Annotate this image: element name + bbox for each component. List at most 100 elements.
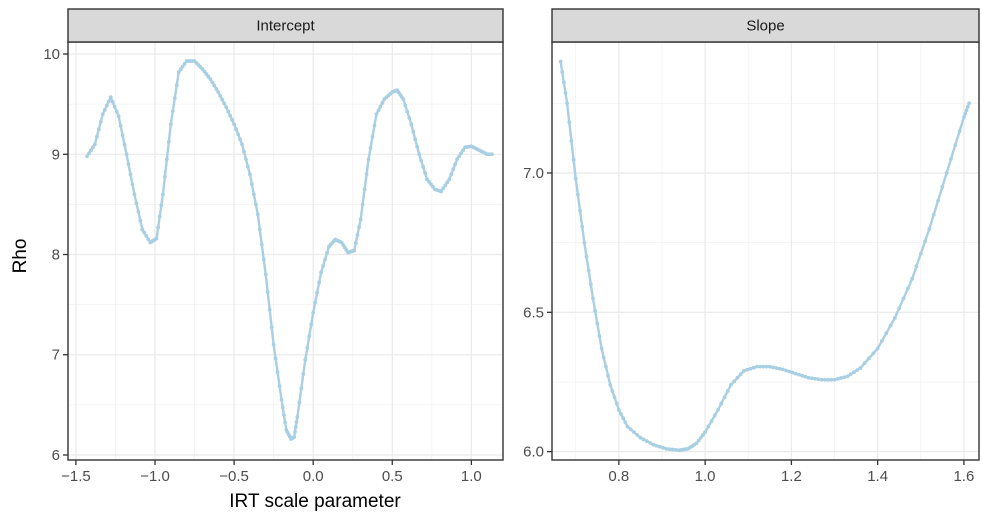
data-point	[413, 137, 418, 142]
data-point	[957, 129, 962, 134]
data-point	[595, 321, 600, 326]
data-point	[415, 144, 420, 149]
data-point	[457, 154, 461, 159]
panel-background	[68, 42, 503, 460]
y-tick-label: 6.0	[523, 444, 544, 461]
data-point	[449, 172, 454, 177]
data-point	[443, 183, 448, 188]
data-point	[130, 182, 135, 187]
data-point	[253, 202, 258, 207]
y-tick-label: 6.5	[523, 304, 544, 321]
data-point	[261, 257, 266, 262]
data-point	[597, 334, 602, 338]
data-point	[106, 99, 111, 104]
data-point	[421, 164, 426, 169]
data-point	[862, 361, 867, 366]
data-point	[709, 419, 714, 423]
data-point	[224, 105, 229, 110]
data-point	[140, 227, 145, 232]
data-point	[918, 251, 923, 256]
data-point	[591, 296, 595, 301]
x-tick-label: −0.5	[219, 468, 249, 485]
data-point	[325, 251, 329, 255]
y-tick-label: 8	[52, 247, 60, 264]
data-point	[279, 397, 284, 402]
data-point	[641, 437, 646, 442]
data-point	[232, 122, 236, 127]
data-point	[745, 367, 750, 372]
data-point	[797, 372, 801, 377]
data-point	[277, 384, 282, 388]
x-tick-label: −1.0	[140, 468, 170, 485]
data-point	[321, 264, 325, 268]
data-point	[378, 104, 383, 109]
data-point	[751, 365, 756, 370]
data-point	[409, 122, 414, 127]
panel-intercept: Intercept −1.5 −1.0 −0.5 0.0 0.5 1.0 6 7 8 9 10	[43, 8, 504, 485]
data-point	[293, 430, 297, 434]
data-point	[964, 108, 969, 113]
data-point	[703, 430, 708, 435]
data-point	[154, 236, 159, 241]
data-point	[459, 151, 463, 156]
data-point	[787, 369, 792, 374]
data-point	[696, 438, 701, 443]
data-point	[364, 172, 369, 177]
data-point	[91, 145, 95, 150]
data-point	[218, 93, 223, 98]
data-point	[142, 230, 147, 235]
data-point	[112, 104, 117, 109]
data-point	[674, 448, 678, 452]
data-point	[118, 123, 123, 128]
data-point	[238, 137, 242, 142]
data-point	[368, 146, 373, 150]
data-point	[453, 162, 458, 167]
data-point	[156, 225, 161, 230]
data-point	[305, 346, 310, 350]
data-point	[228, 113, 233, 118]
data-point	[214, 86, 219, 91]
x-axis-title: IRT scale parameter	[229, 491, 401, 512]
data-point	[362, 187, 367, 192]
data-point	[628, 427, 633, 432]
data-point	[138, 218, 143, 223]
data-point	[826, 377, 830, 382]
data-point	[126, 162, 131, 167]
data-point	[372, 123, 377, 128]
data-point	[234, 127, 238, 132]
data-point	[85, 154, 89, 159]
data-point	[612, 395, 617, 400]
data-point	[353, 240, 358, 245]
data-point	[875, 346, 880, 351]
data-point	[401, 97, 406, 102]
data-point	[164, 157, 169, 162]
data-point	[910, 276, 915, 281]
data-point	[575, 192, 580, 197]
data-point	[729, 382, 733, 387]
data-point	[122, 142, 127, 147]
y-tick-label: 6	[52, 447, 60, 464]
data-point	[144, 234, 149, 238]
data-point	[240, 142, 244, 147]
data-point	[578, 208, 582, 213]
data-point	[294, 420, 299, 424]
data-point	[249, 182, 254, 187]
y-tick-label: 9	[52, 146, 60, 163]
x-tick-label: −1.5	[61, 468, 91, 485]
data-point	[777, 366, 782, 371]
data-point	[852, 370, 856, 375]
data-point	[303, 357, 308, 362]
data-point	[411, 129, 416, 134]
x-tick-label: 1.0	[461, 468, 482, 485]
data-point	[738, 372, 743, 377]
data-point	[949, 157, 953, 161]
data-point	[358, 217, 363, 222]
data-point	[267, 307, 272, 312]
data-point	[580, 224, 585, 229]
data-point	[871, 351, 876, 356]
data-point	[897, 306, 902, 311]
data-point	[793, 371, 798, 376]
data-point	[212, 83, 217, 88]
data-point	[265, 290, 270, 294]
data-point	[315, 290, 320, 295]
